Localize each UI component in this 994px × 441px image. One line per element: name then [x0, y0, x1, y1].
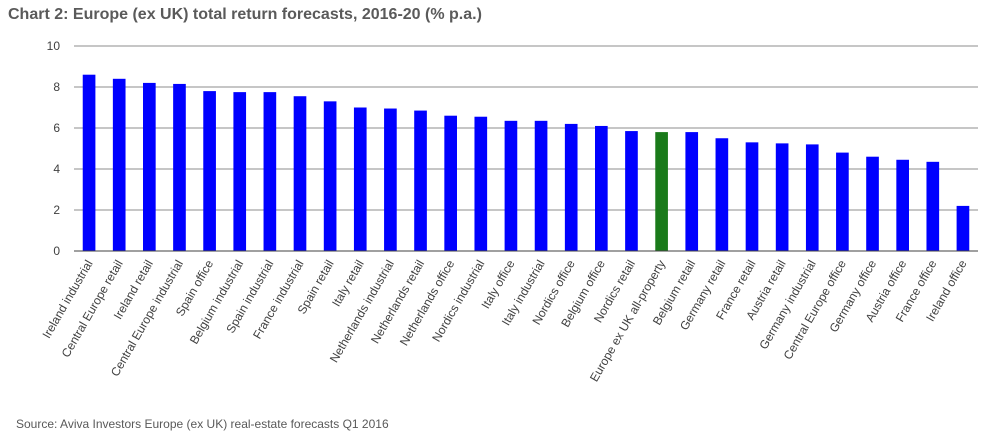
bar [926, 161, 940, 251]
bar [836, 152, 849, 251]
bar [896, 159, 909, 251]
bar [173, 83, 186, 251]
y-tick-label: 10 [47, 39, 61, 53]
bar [474, 116, 488, 251]
bar [112, 78, 126, 251]
bar [293, 96, 307, 251]
bar [203, 91, 216, 251]
bar [685, 132, 699, 251]
bar [353, 107, 367, 251]
bar [595, 125, 608, 251]
bars [82, 74, 970, 252]
bar [775, 143, 789, 251]
chart-title: Chart 2: Europe (ex UK) total return for… [8, 6, 482, 23]
bar [143, 82, 156, 252]
bar [444, 115, 457, 251]
bar [625, 131, 638, 251]
bar [504, 120, 518, 251]
y-tick-label: 2 [53, 203, 60, 217]
y-tick-label: 4 [53, 162, 60, 176]
bar [534, 120, 548, 251]
bar [82, 74, 96, 251]
bar [384, 108, 397, 252]
bar [323, 101, 337, 251]
bar [564, 123, 578, 251]
bar [745, 142, 759, 251]
y-tick-label: 8 [53, 80, 60, 94]
bar [866, 156, 879, 251]
bar [655, 132, 668, 251]
y-axis-tick-labels: 0 2 4 6 8 10 [47, 39, 61, 258]
bar [956, 205, 970, 251]
bar [715, 138, 729, 251]
source-note: Source: Aviva Investors Europe (ex UK) r… [16, 417, 389, 431]
gridlines [74, 45, 978, 211]
bar [414, 110, 427, 251]
bar [233, 92, 247, 251]
y-tick-label: 0 [53, 244, 60, 258]
y-tick-label: 6 [53, 121, 60, 135]
bar [263, 92, 277, 251]
bar [805, 144, 819, 251]
